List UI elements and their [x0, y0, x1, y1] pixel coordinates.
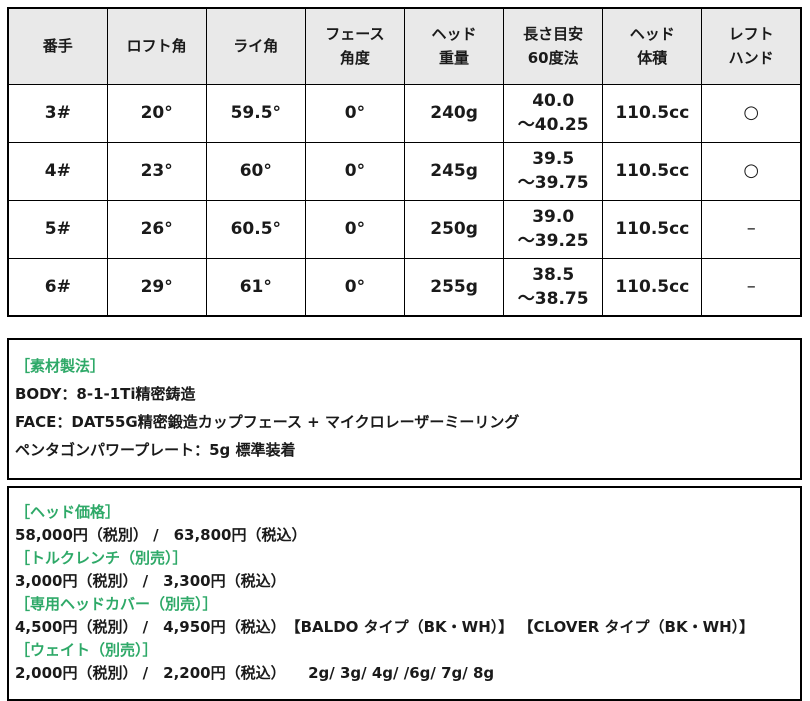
- header-face-angle: フェース 角度: [304, 7, 406, 85]
- cell-club-number: 3#: [7, 83, 108, 143]
- cell-lie-angle: 61°: [205, 257, 306, 317]
- cell-face-angle: 0°: [304, 83, 406, 143]
- weight-label: ［ウェイト（別売）］: [15, 641, 158, 659]
- head-cover-value: 4,500円（税別） / 4,950円（税込） 【BALDO タイプ（BK・WH…: [15, 618, 755, 636]
- cell-left-hand: –: [701, 199, 802, 259]
- cell-length-guide: 38.5 ～38.75: [503, 257, 604, 317]
- cell-left-hand: ○: [701, 141, 802, 201]
- cell-club-number: 5#: [7, 199, 108, 259]
- cell-head-volume: 110.5cc: [602, 199, 703, 259]
- cell-lie-angle: 59.5°: [205, 83, 306, 143]
- cell-head-volume: 110.5cc: [602, 141, 703, 201]
- cell-length-guide: 39.5 ～39.75: [503, 141, 604, 201]
- cell-head-volume: 110.5cc: [602, 257, 703, 317]
- head-cover-label: ［専用ヘッドカバー（別売）］: [15, 595, 218, 613]
- cell-face-angle: 0°: [304, 199, 406, 259]
- head-price-label: ［ヘッド価格］: [15, 503, 121, 521]
- table-row-3iron: 3# 20° 59.5° 0° 240g 40.0 ～40.25 110.5cc…: [7, 83, 802, 143]
- table-row-5iron: 5# 26° 60.5° 0° 250g 39.0 ～39.25 110.5cc…: [7, 199, 802, 259]
- torque-wrench-label: ［トルクレンチ（別売）］: [15, 549, 188, 567]
- header-loft-angle: ロフト角: [106, 7, 207, 85]
- materials-plate-line: ペンタゴンパワープレート：5g 標準装着: [15, 441, 296, 459]
- cell-head-weight: 245g: [403, 141, 505, 201]
- cell-length-guide: 39.0 ～39.25: [503, 199, 604, 259]
- materials-info-box: ［素材製法］ BODY：8-1-1Ti精密鋳造 FACE：DAT55G精密鍛造カ…: [7, 338, 802, 480]
- cell-club-number: 4#: [7, 141, 108, 201]
- cell-face-angle: 0°: [304, 257, 406, 317]
- header-head-volume: ヘッド 体積: [602, 7, 703, 85]
- cell-face-angle: 0°: [304, 141, 406, 201]
- materials-face-line: FACE：DAT55G精密鍛造カップフェース + マイクロレーザーミーリング: [15, 413, 520, 431]
- header-club-number: 番手: [7, 7, 108, 85]
- materials-body-line: BODY：8-1-1Ti精密鋳造: [15, 385, 196, 403]
- header-head-weight: ヘッド 重量: [403, 7, 505, 85]
- cell-club-number: 6#: [7, 257, 108, 317]
- pricing-info-box: ［ヘッド価格］ 58,000円（税別） / 63,800円（税込） ［トルクレン…: [7, 486, 802, 701]
- cell-head-weight: 255g: [403, 257, 505, 317]
- cell-left-hand: –: [701, 257, 802, 317]
- cell-length-guide: 40.0 ～40.25: [503, 83, 604, 143]
- header-left-hand: レフト ハンド: [701, 7, 802, 85]
- torque-wrench-value: 3,000円（税別） / 3,300円（税込）: [15, 572, 286, 590]
- spec-table-body: 3# 20° 59.5° 0° 240g 40.0 ～40.25 110.5cc…: [7, 83, 802, 317]
- materials-heading: ［素材製法］: [15, 357, 106, 375]
- spec-table-header: 番手 ロフト角 ライ角 フェース 角度 ヘッド 重量 長さ目安 60度法 ヘッド…: [7, 7, 802, 85]
- cell-head-volume: 110.5cc: [602, 83, 703, 143]
- header-lie-angle: ライ角: [205, 7, 306, 85]
- header-row: 番手 ロフト角 ライ角 フェース 角度 ヘッド 重量 長さ目安 60度法 ヘッド…: [7, 7, 802, 85]
- cell-loft-angle: 20°: [106, 83, 207, 143]
- weight-value: 2,000円（税別） / 2,200円（税込） 2g/ 3g/ 4g/ /6g/…: [15, 664, 495, 682]
- header-length-guide: 長さ目安 60度法: [503, 7, 604, 85]
- cell-lie-angle: 60°: [205, 141, 306, 201]
- head-price-value: 58,000円（税別） / 63,800円（税込）: [15, 526, 307, 544]
- cell-loft-angle: 23°: [106, 141, 207, 201]
- table-row-6iron: 6# 29° 61° 0° 255g 38.5 ～38.75 110.5cc –: [7, 257, 802, 317]
- cell-lie-angle: 60.5°: [205, 199, 306, 259]
- cell-head-weight: 240g: [403, 83, 505, 143]
- cell-loft-angle: 26°: [106, 199, 207, 259]
- cell-left-hand: ○: [701, 83, 802, 143]
- table-row-4iron: 4# 23° 60° 0° 245g 39.5 ～39.75 110.5cc ○: [7, 141, 802, 201]
- cell-head-weight: 250g: [403, 199, 505, 259]
- cell-loft-angle: 29°: [106, 257, 207, 317]
- club-spec-table: 番手 ロフト角 ライ角 フェース 角度 ヘッド 重量 長さ目安 60度法 ヘッド…: [7, 7, 802, 317]
